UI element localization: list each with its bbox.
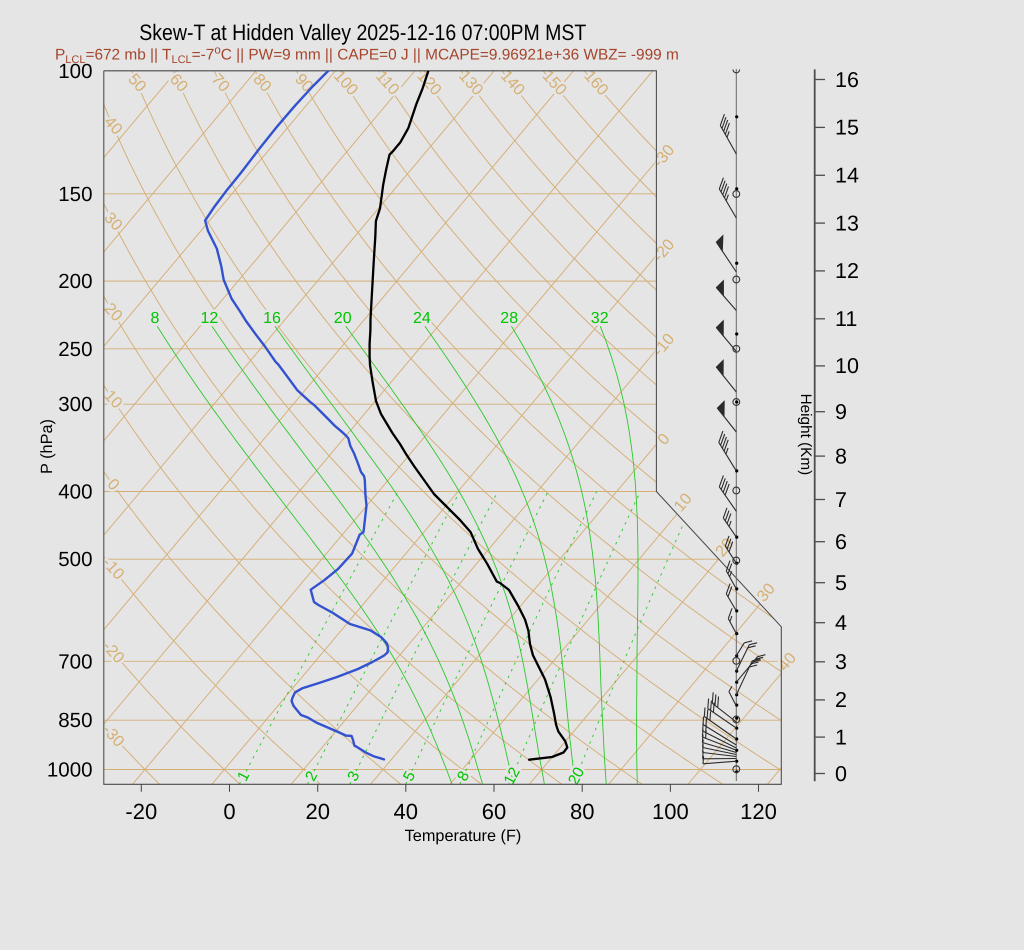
svg-text:150: 150 xyxy=(58,183,92,206)
svg-text:-30: -30 xyxy=(99,721,128,751)
svg-text:40: 40 xyxy=(775,649,800,674)
svg-text:-10: -10 xyxy=(99,554,128,584)
svg-text:100: 100 xyxy=(58,60,92,83)
svg-text:11: 11 xyxy=(835,307,857,331)
svg-text:8: 8 xyxy=(835,444,847,468)
svg-text:2: 2 xyxy=(835,688,847,712)
svg-text:120: 120 xyxy=(740,799,777,824)
svg-text:16: 16 xyxy=(835,68,859,92)
svg-text:850: 850 xyxy=(58,709,92,732)
svg-text:60: 60 xyxy=(166,70,192,96)
svg-text:12: 12 xyxy=(835,259,859,283)
svg-text:700: 700 xyxy=(58,650,92,673)
svg-text:400: 400 xyxy=(58,481,92,504)
svg-text:9: 9 xyxy=(835,400,847,424)
svg-text:2: 2 xyxy=(302,769,321,785)
svg-text:110: 110 xyxy=(372,67,403,98)
svg-text:0: 0 xyxy=(223,799,235,824)
svg-text:90: 90 xyxy=(291,70,317,96)
svg-text:0: 0 xyxy=(654,430,674,449)
svg-text:24: 24 xyxy=(413,310,431,327)
svg-text:-20: -20 xyxy=(125,799,157,824)
svg-text:Temperature (F): Temperature (F) xyxy=(405,827,522,845)
svg-text:500: 500 xyxy=(58,548,92,571)
svg-text:4: 4 xyxy=(835,611,847,635)
svg-text:14: 14 xyxy=(835,164,859,188)
svg-text:15: 15 xyxy=(835,116,859,140)
svg-text:-30: -30 xyxy=(649,141,678,171)
svg-text:0: 0 xyxy=(835,762,847,786)
svg-text:1: 1 xyxy=(835,725,847,749)
svg-text:6: 6 xyxy=(835,530,847,554)
svg-text:28: 28 xyxy=(500,310,518,327)
svg-text:300: 300 xyxy=(58,393,92,416)
svg-text:100: 100 xyxy=(652,799,689,824)
svg-text:3: 3 xyxy=(835,650,847,674)
svg-text:70: 70 xyxy=(208,70,234,96)
svg-text:Height (Km): Height (Km) xyxy=(797,394,814,476)
svg-text:40: 40 xyxy=(394,799,418,824)
svg-text:60: 60 xyxy=(482,799,506,824)
svg-text:3: 3 xyxy=(344,769,363,785)
svg-text:5: 5 xyxy=(400,769,419,785)
svg-text:16: 16 xyxy=(263,310,281,327)
svg-text:130: 130 xyxy=(455,67,487,99)
svg-text:10: 10 xyxy=(835,354,859,378)
svg-text:250: 250 xyxy=(58,338,92,361)
svg-text:PLCL=672 mb || TLCL=-7oC || PW: PLCL=672 mb || TLCL=-7oC || PW=9 mm || C… xyxy=(55,45,679,67)
svg-text:1000: 1000 xyxy=(47,759,93,782)
svg-text:80: 80 xyxy=(570,799,594,824)
svg-text:200: 200 xyxy=(58,270,92,293)
svg-text:5: 5 xyxy=(835,571,847,595)
svg-text:20: 20 xyxy=(305,799,329,824)
svg-text:140: 140 xyxy=(497,67,529,99)
svg-text:12: 12 xyxy=(201,310,219,327)
svg-text:P (hPa): P (hPa) xyxy=(38,419,56,474)
svg-text:13: 13 xyxy=(835,211,859,235)
svg-text:7: 7 xyxy=(835,488,847,512)
svg-text:8: 8 xyxy=(150,310,159,327)
svg-text:50: 50 xyxy=(124,70,150,96)
svg-text:32: 32 xyxy=(591,310,609,327)
svg-text:-20: -20 xyxy=(99,637,128,667)
svg-text:20: 20 xyxy=(334,310,352,327)
svg-text:Skew-T at Hidden Valley 2025-1: Skew-T at Hidden Valley 2025-12-16 07:00… xyxy=(139,20,586,45)
